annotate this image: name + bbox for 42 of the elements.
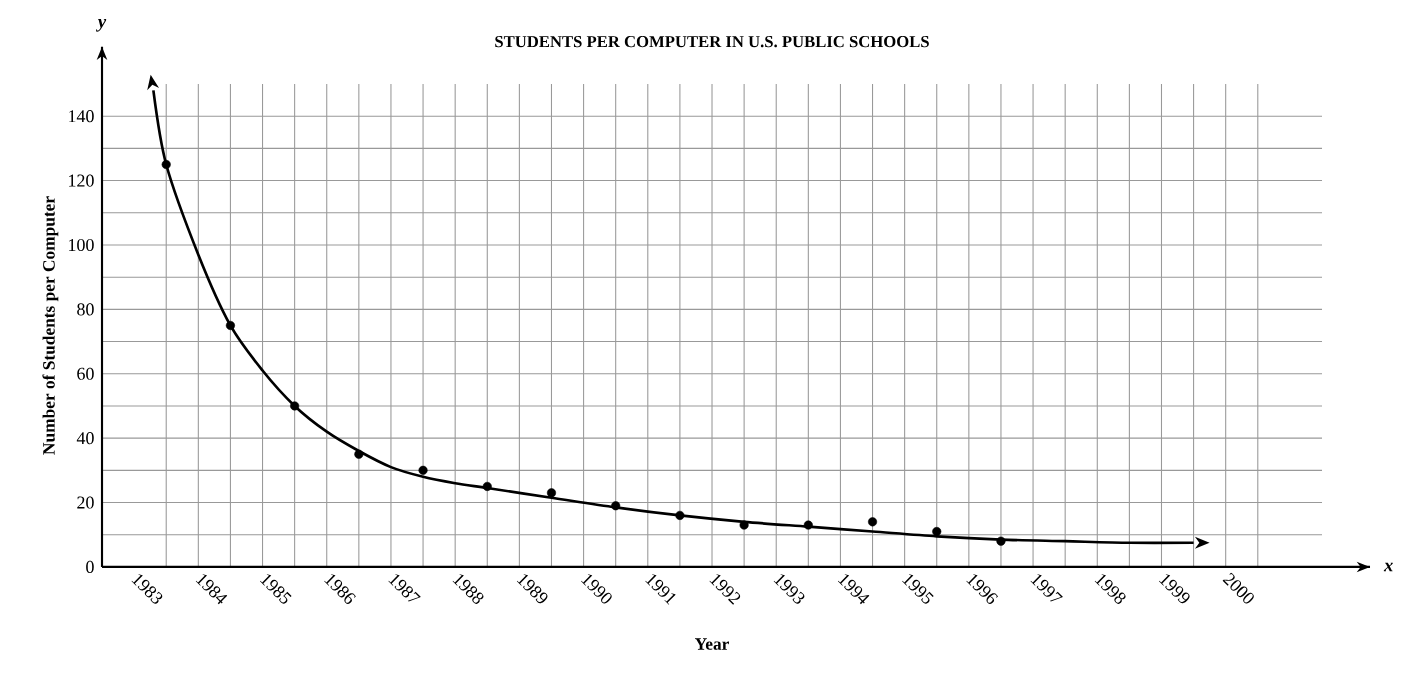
x-tick-label: 1987 [388, 574, 421, 602]
y-tick-label: 60 [77, 367, 94, 380]
y-tick-label: 0 [86, 560, 94, 573]
y-tick-label: 140 [69, 110, 94, 123]
x-tick-label: 1983 [131, 574, 163, 604]
x-tick-label: 1996 [966, 574, 998, 604]
y-tick-label: 100 [69, 238, 94, 252]
y-tick-label: 40 [76, 432, 94, 445]
y-tick-label: 20 [77, 496, 94, 509]
point [225, 320, 235, 330]
x-tick-label: 1990 [581, 574, 612, 604]
point [803, 520, 813, 530]
point [675, 510, 685, 520]
x-tick-label: 1986 [324, 574, 356, 604]
point [354, 449, 364, 459]
x-tick-label: 1997 [1030, 574, 1063, 602]
text: x [1383, 562, 1393, 572]
text: y [96, 19, 107, 32]
point [546, 488, 557, 498]
point [868, 517, 878, 527]
point [932, 526, 942, 537]
x-tick-label: 1988 [452, 574, 484, 604]
point [290, 401, 300, 411]
point [996, 536, 1006, 546]
point [161, 159, 171, 170]
x-tick-label: 1989 [516, 574, 548, 604]
point [418, 465, 428, 475]
x-tick-label: 1993 [773, 574, 805, 604]
chart-title: STUDENTS PER COMPUTER IN U.S. PUBLIC SCHOOLS [495, 36, 929, 48]
point [611, 501, 621, 511]
point [739, 520, 749, 530]
y-tick-label: 80 [77, 303, 94, 316]
x-axis-title: Year [695, 638, 729, 650]
x-tick-label: 1984 [195, 574, 228, 605]
y-tick-label: 120 [69, 174, 94, 187]
point [482, 481, 492, 491]
y-axis-title: Number of Students per Computer [42, 196, 59, 455]
x-tick-label: 1998 [1094, 574, 1126, 604]
x-tick-label: 1995 [902, 574, 934, 604]
x-tick-label: 1994 [837, 574, 870, 605]
x-tick-label: 1985 [260, 574, 292, 604]
x-tick-label: 1999 [1158, 574, 1190, 604]
